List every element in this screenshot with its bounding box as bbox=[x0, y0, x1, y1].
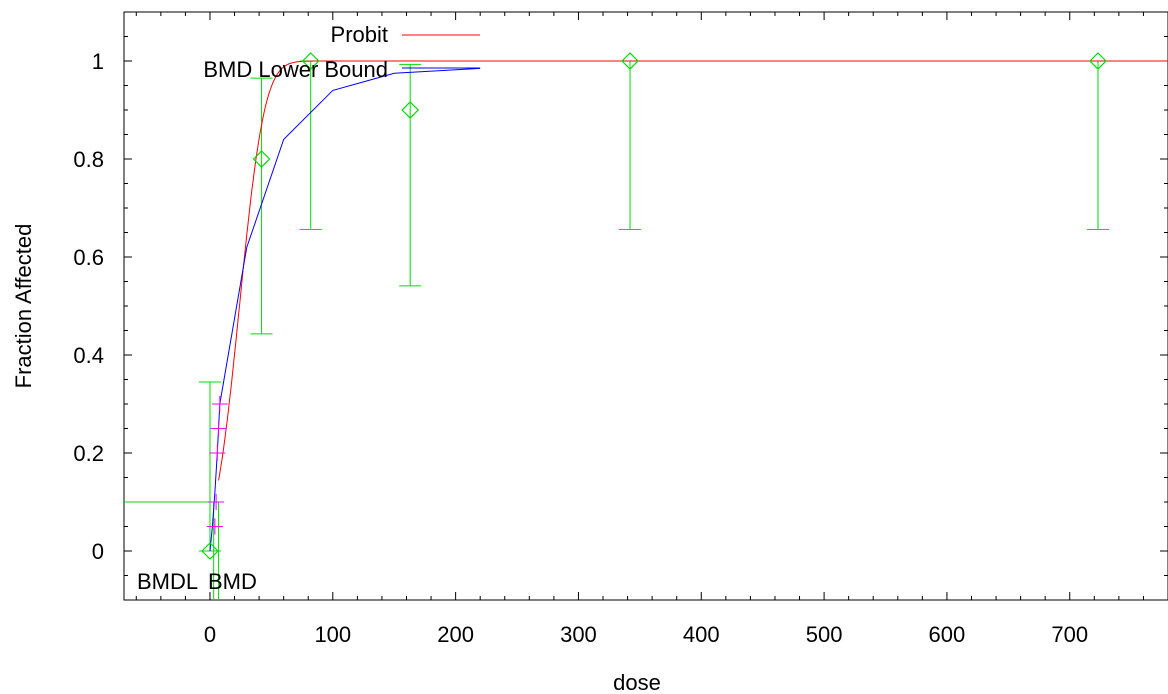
y-tick-label: 0.4 bbox=[73, 343, 104, 368]
observed-point bbox=[301, 52, 320, 70]
x-tick-label: 0 bbox=[204, 622, 216, 647]
x-tick-label: 100 bbox=[314, 622, 351, 647]
y-tick-label: 0.8 bbox=[73, 147, 104, 172]
x-tick-label: 500 bbox=[806, 622, 843, 647]
observed-point bbox=[1089, 52, 1107, 70]
y-tick-label: 0.6 bbox=[73, 245, 104, 270]
observed-point bbox=[401, 101, 420, 119]
model-curves bbox=[209, 60, 1168, 552]
y-tick-label: 0.2 bbox=[73, 441, 104, 466]
x-axis-title: dose bbox=[613, 670, 661, 694]
x-tick-label: 600 bbox=[929, 622, 966, 647]
plot-frame bbox=[123, 11, 1168, 601]
probit-curve bbox=[218, 60, 1168, 481]
observed-points bbox=[201, 52, 1107, 560]
bmdl-label: BMDL bbox=[137, 569, 198, 594]
y-tick-labels: 0 0.2 0.4 0.6 0.8 1 bbox=[73, 49, 104, 564]
y-tick-label: 1 bbox=[92, 49, 104, 74]
axis-ticks bbox=[124, 11, 1168, 601]
x-tick-label: 400 bbox=[683, 622, 720, 647]
x-tick-labels: 0 100 200 300 400 500 600 700 bbox=[204, 622, 1088, 647]
x-tick-label: 700 bbox=[1051, 622, 1088, 647]
observed-point bbox=[201, 542, 219, 560]
observed-point bbox=[252, 150, 271, 168]
bmd-label: BMD bbox=[208, 569, 257, 594]
x-tick-label: 200 bbox=[437, 622, 474, 647]
legend-label-probit: Probit bbox=[331, 22, 388, 47]
bmdl-curve bbox=[209, 67, 481, 552]
error-bars bbox=[198, 60, 1109, 552]
legend-label-bmdl: BMD Lower Bound bbox=[203, 57, 388, 82]
x-tick-label: 300 bbox=[560, 622, 597, 647]
y-tick-label: 0 bbox=[92, 539, 104, 564]
bmr-markers bbox=[206, 396, 228, 535]
y-axis-title: Fraction Affected bbox=[11, 224, 36, 389]
legend: Probit BMD Lower Bound bbox=[203, 22, 480, 82]
observed-point bbox=[621, 52, 639, 70]
